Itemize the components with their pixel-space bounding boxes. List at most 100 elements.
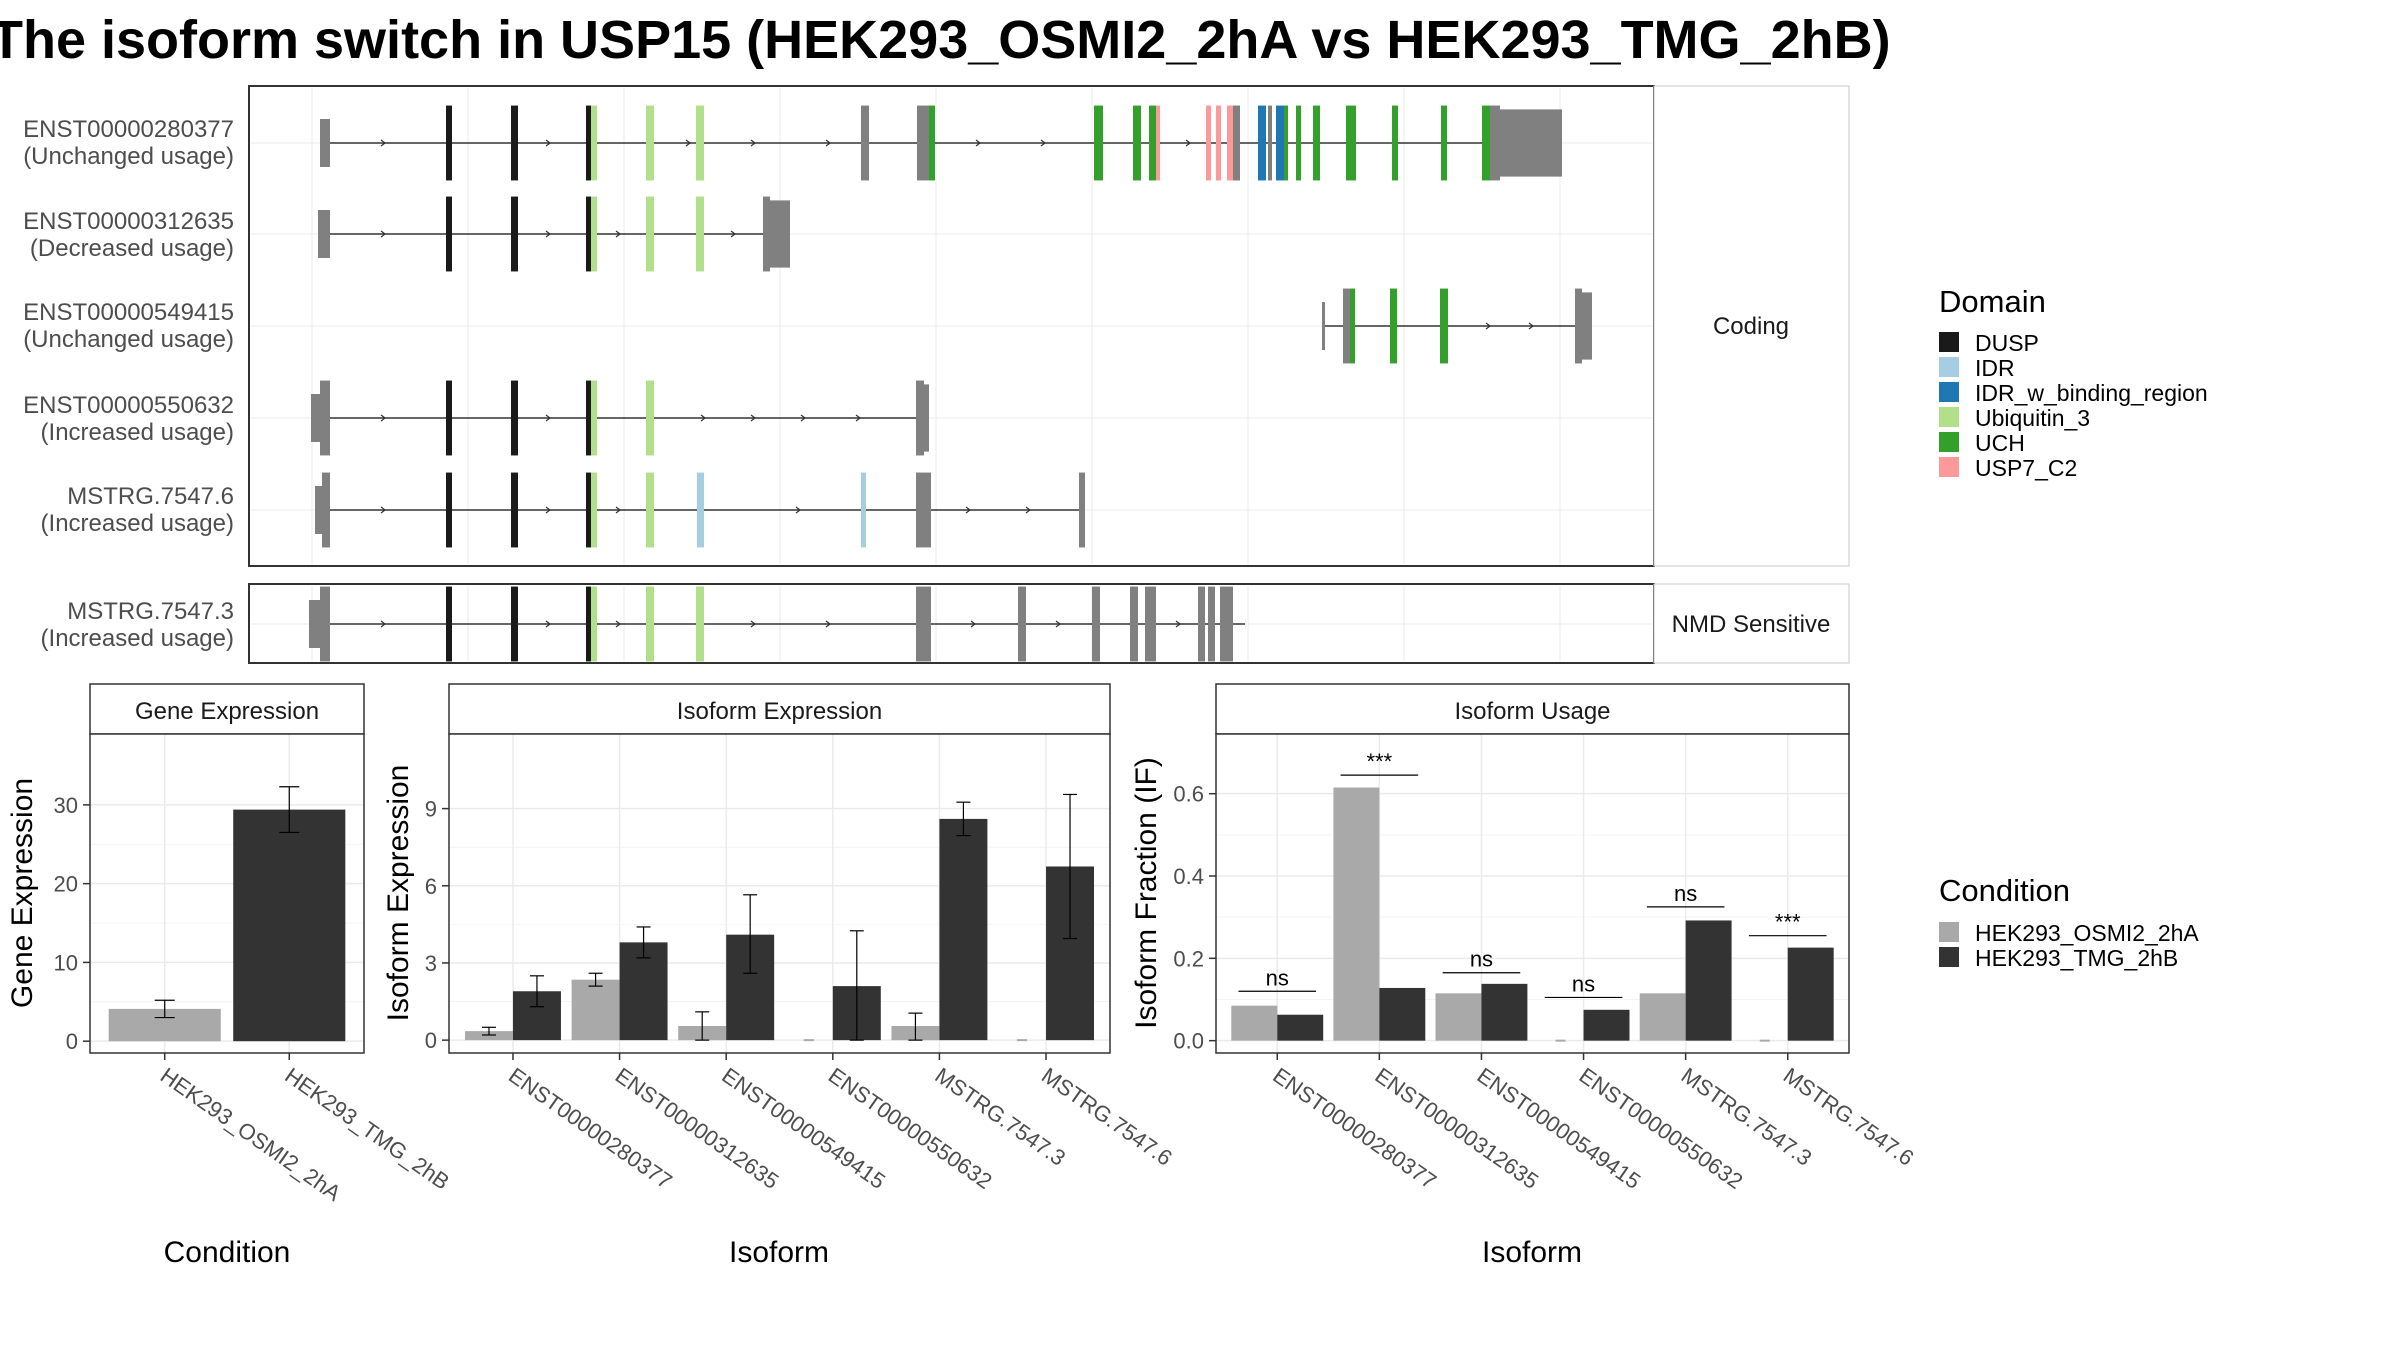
- legend-label: IDR: [1975, 355, 2015, 381]
- legend-label: Ubiquitin_3: [1975, 405, 2090, 431]
- domain-block: [511, 105, 518, 181]
- direction-arrow: [825, 620, 831, 628]
- significance-label: ns: [1674, 881, 1697, 906]
- coding-facet-label: Coding: [1713, 313, 1789, 340]
- domain-legend: Domain DUSP IDR IDR_w_binding_region Ubi…: [1939, 284, 2208, 481]
- direction-arrow: [855, 414, 861, 422]
- transcript-id-label: MSTRG.7547.6: [67, 483, 234, 510]
- direction-arrow: [545, 620, 551, 628]
- exon-block: [1130, 586, 1138, 662]
- panel-strip-title: Isoform Usage: [1454, 698, 1610, 725]
- significance-label: ns: [1572, 971, 1595, 996]
- y-tick-label: 0.0: [1173, 1029, 1204, 1054]
- domain-block: [1149, 105, 1156, 181]
- x-axis-title: Condition: [164, 1236, 291, 1269]
- y-tick-label: 10: [54, 950, 78, 975]
- exon-block: [318, 210, 330, 258]
- bar: [939, 818, 988, 1041]
- direction-arrow: [545, 230, 551, 238]
- transcript-status-label: (Increased usage): [41, 510, 234, 537]
- direction-arrow: [825, 139, 831, 147]
- domain-block: [511, 472, 518, 548]
- domain-block: [1094, 105, 1103, 181]
- y-tick-label: 30: [54, 793, 78, 818]
- bar: [1685, 920, 1732, 1041]
- exon-block: [1079, 472, 1085, 548]
- exon-block: [1500, 109, 1562, 177]
- chart-panel: Isoform Expression0369ENST00000280377ENS…: [382, 683, 1177, 1269]
- domain-block: [696, 196, 704, 272]
- domain-legend-title: Domain: [1939, 284, 2046, 319]
- exon-block: [1490, 105, 1500, 181]
- transcript-id-label: ENST00000550632: [23, 392, 234, 419]
- transcript-status-label: (Unchanged usage): [23, 143, 234, 170]
- legend-label: HEK293_TMG_2hB: [1975, 945, 2178, 971]
- domain-block: [1440, 288, 1448, 364]
- direction-arrow: [1485, 322, 1491, 330]
- y-tick-label: 0: [66, 1029, 78, 1054]
- legend-label: HEK293_OSMI2_2hA: [1975, 920, 2199, 946]
- transcript-rows: [309, 105, 1592, 662]
- x-tick-label: ENST00000312635: [1370, 1063, 1543, 1194]
- exon-block: [1208, 586, 1215, 662]
- domain-block: [586, 196, 591, 272]
- exon-block: [763, 196, 770, 272]
- chart-panel: Isoform Usage ns *** ns ns ns *** 0.0 0.2 0.4 0.6 E…: [1130, 683, 1918, 1269]
- exon-block: [1018, 586, 1026, 662]
- panel-frame: [1215, 733, 1850, 1054]
- direction-arrow: [545, 414, 551, 422]
- significance-label: ***: [1775, 910, 1801, 935]
- exon-block: [1092, 586, 1100, 662]
- domain-block: [586, 380, 591, 456]
- legend-swatch-ubiquitin: [1939, 407, 1959, 427]
- y-tick-label: 20: [54, 872, 78, 897]
- bar: [1277, 1014, 1324, 1041]
- direction-arrow: [1040, 139, 1046, 147]
- domain-block: [1133, 105, 1141, 181]
- domain-block: [591, 586, 597, 662]
- y-axis-title: Isoform Fraction (IF): [1130, 757, 1163, 1029]
- legend-swatch-idr: [1939, 357, 1959, 377]
- direction-arrow: [1025, 506, 1031, 514]
- domain-block: [591, 105, 597, 181]
- exon-block: [1220, 586, 1233, 662]
- exon-block: [917, 105, 929, 181]
- x-axis-title: Isoform: [1482, 1236, 1582, 1269]
- transcript-status-label: (Decreased usage): [30, 235, 234, 262]
- direction-arrow: [970, 620, 976, 628]
- domain-block: [696, 586, 704, 662]
- bar: [1379, 987, 1426, 1041]
- domain-block: [929, 105, 935, 181]
- domain-block: [696, 105, 704, 181]
- legend-label: UCH: [1975, 430, 2025, 456]
- exon-block: [1582, 292, 1592, 360]
- domain-block: [446, 586, 452, 662]
- domain-block: [1227, 105, 1233, 181]
- domain-block: [511, 380, 518, 456]
- direction-arrow: [975, 139, 981, 147]
- legend-swatch-uch: [1939, 432, 1959, 452]
- legend-label: DUSP: [1975, 330, 2039, 356]
- domain-block: [861, 472, 866, 548]
- direction-arrow: [380, 620, 386, 628]
- domain-block: [1441, 105, 1447, 181]
- significance-label: ***: [1367, 749, 1393, 774]
- domain-block: [591, 196, 597, 272]
- direction-arrow: [685, 139, 691, 147]
- y-tick-label: 0: [425, 1028, 437, 1053]
- direction-arrow: [615, 620, 621, 628]
- domain-block: [697, 472, 704, 548]
- exon-block: [916, 380, 924, 456]
- domain-block: [511, 586, 518, 662]
- transcript-id-label: ENST00000280377: [23, 116, 234, 143]
- exon-block: [1268, 105, 1272, 181]
- bar: [619, 942, 668, 1041]
- exon-block: [320, 380, 330, 456]
- y-tick-label: 6: [425, 874, 437, 899]
- legend-label: USP7_C2: [1975, 455, 2077, 481]
- direction-arrow: [1185, 139, 1191, 147]
- domain-block: [446, 472, 452, 548]
- domain-block: [446, 105, 452, 181]
- y-axis-title: Isoform Expression: [382, 765, 415, 1022]
- legend-label: IDR_w_binding_region: [1975, 380, 2208, 406]
